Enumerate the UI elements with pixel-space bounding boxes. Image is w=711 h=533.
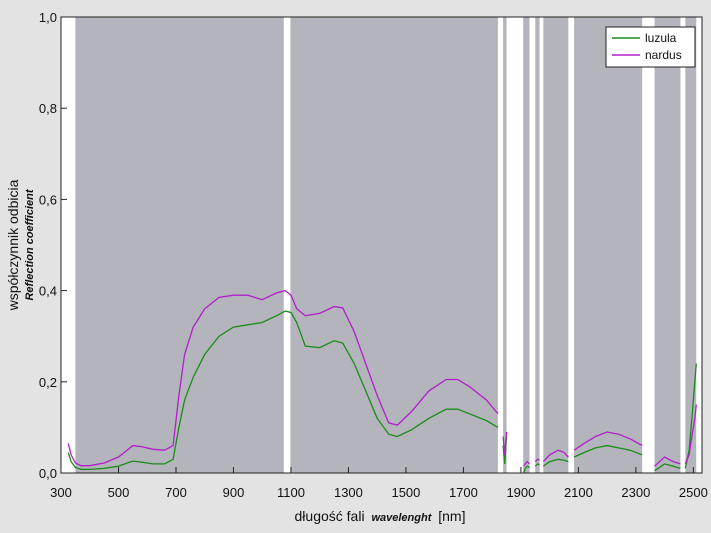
y-axis-label-main: współczynnik odbicia	[5, 179, 21, 311]
data-band	[503, 17, 507, 473]
series-line-nardus	[573, 431, 643, 451]
legend-label-luzula: luzula	[645, 31, 677, 45]
y-tick-label: 0,0	[39, 466, 57, 481]
data-band	[75, 17, 284, 473]
x-tick-label: 1700	[449, 485, 478, 500]
series-line-luzula	[573, 444, 643, 458]
data-band	[685, 17, 697, 473]
series-line-luzula	[542, 458, 569, 467]
y-tick-label: 0,2	[39, 375, 57, 390]
x-tick-label: 1100	[277, 485, 305, 500]
x-tick-label: 2500	[679, 485, 708, 500]
y-tick-label: 0,8	[39, 101, 57, 116]
series-line-luzula	[523, 465, 530, 474]
series-nardus	[67, 289, 697, 467]
data-band	[543, 17, 569, 473]
data-band	[523, 17, 530, 473]
legend: luzula nardus	[605, 26, 696, 68]
x-axis-label: długość fali wavelenght [nm]	[295, 508, 466, 524]
series-line-luzula	[534, 463, 540, 467]
data-bands	[75, 17, 697, 473]
y-axis-ticks: 0,0 0,2 0,4 0,6 0,8 1,0	[39, 10, 67, 481]
x-tick-label: 900	[223, 485, 245, 500]
x-tick-label: 500	[108, 485, 130, 500]
series-lines	[67, 289, 697, 474]
x-tick-label: 1300	[334, 485, 363, 500]
x-tick-label: 1500	[391, 485, 420, 500]
x-tick-label: 1900	[506, 485, 535, 500]
x-axis-label-sub: wavelenght	[371, 512, 432, 524]
x-tick-label: 300	[50, 485, 72, 500]
data-band	[290, 17, 498, 473]
y-tick-label: 0,4	[39, 284, 57, 299]
plot-frame	[60, 16, 703, 474]
series-line-nardus	[523, 460, 530, 467]
x-axis-ticks: 300 500 700 900 1100 1300 1500 1700 1900 2100 2300…	[50, 467, 708, 500]
x-tick-label: 700	[165, 485, 187, 500]
series-line-nardus	[534, 458, 540, 463]
x-axis-label-main: długość fali	[295, 508, 365, 524]
series-line-nardus	[654, 456, 681, 467]
series-line-luzula	[654, 463, 681, 472]
y-tick-label: 0,6	[39, 192, 57, 207]
x-tick-label: 2100	[564, 485, 593, 500]
x-axis-label-unit: [nm]	[438, 508, 465, 524]
x-tick-label: 2300	[621, 485, 650, 500]
legend-box	[605, 26, 696, 68]
series-line-luzula	[67, 310, 499, 471]
series-line-nardus	[542, 449, 569, 463]
data-band	[535, 17, 540, 473]
data-band	[654, 17, 681, 473]
y-axis-label-sub: Reflection coefficient	[24, 188, 36, 300]
series-line-nardus	[502, 431, 508, 455]
legend-label-nardus: nardus	[645, 48, 682, 62]
data-band	[574, 17, 643, 473]
series-line-nardus	[67, 289, 499, 467]
series-line-nardus	[684, 404, 697, 465]
y-tick-label: 1,0	[39, 10, 57, 25]
series-luzula	[67, 310, 697, 474]
